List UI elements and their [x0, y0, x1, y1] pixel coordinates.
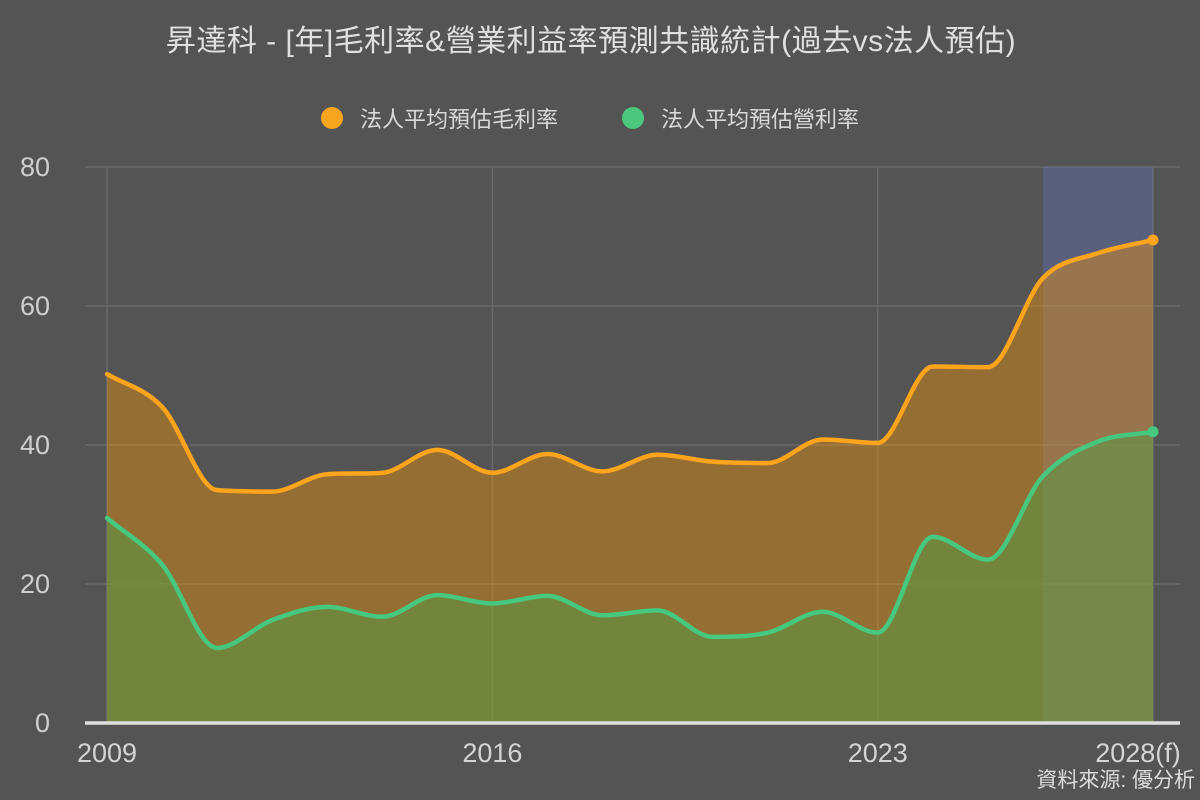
chart-title: 昇達科 - [年]毛利率&營業利益率預測共識統計(過去vs法人預估) — [165, 25, 1017, 58]
x-tick-label: 2023 — [847, 738, 908, 768]
gross-margin-line — [104, 237, 1156, 494]
legend-label-operating-margin: 法人平均預估營利率 — [661, 107, 860, 132]
data-source-label: 資料來源: 優分析 — [1036, 769, 1195, 792]
legend-label-gross-margin: 法人平均預估毛利率 — [359, 107, 558, 132]
chart-legend: 法人平均預估毛利率 法人平均預估營利率 — [0, 102, 1180, 134]
y-tick-label: 40 — [19, 430, 50, 460]
operating-margin-area — [107, 431, 1153, 723]
operating-margin-dot-icon — [622, 107, 644, 129]
gross-margin-area — [107, 239, 1153, 723]
y-tick-label: 80 — [19, 152, 50, 182]
x-tick-label: 2016 — [462, 738, 523, 768]
operating-margin-line — [104, 429, 1156, 651]
legend-item-operating-margin[interactable]: 法人平均預估營利率 — [622, 102, 859, 134]
y-tick-label: 60 — [19, 291, 50, 321]
legend-item-gross-margin[interactable]: 法人平均預估毛利率 — [320, 102, 558, 134]
forecast-band — [1042, 167, 1153, 723]
x-tick-label: 2009 — [76, 738, 138, 768]
y-tick-label: 20 — [19, 569, 50, 599]
operating-margin-end-dot — [1147, 426, 1159, 438]
gross-margin-end-dot — [1147, 234, 1159, 246]
gross-margin-dot-icon — [320, 107, 343, 129]
x-tick-label: 2028(f) — [1095, 738, 1181, 768]
y-tick-label: 0 — [34, 708, 50, 738]
